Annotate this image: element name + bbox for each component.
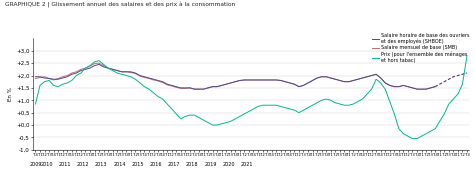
Legend: Salaire horaire de base des ouvriers
et des employés (SHBOE), Salaire mensuel de: Salaire horaire de base des ouvriers et …	[372, 33, 469, 63]
Y-axis label: En %: En %	[9, 87, 13, 101]
Text: GRAPHIQUE 2 | Glissement annuel des salaires et des prix à la consommation: GRAPHIQUE 2 | Glissement annuel des sala…	[5, 2, 235, 8]
